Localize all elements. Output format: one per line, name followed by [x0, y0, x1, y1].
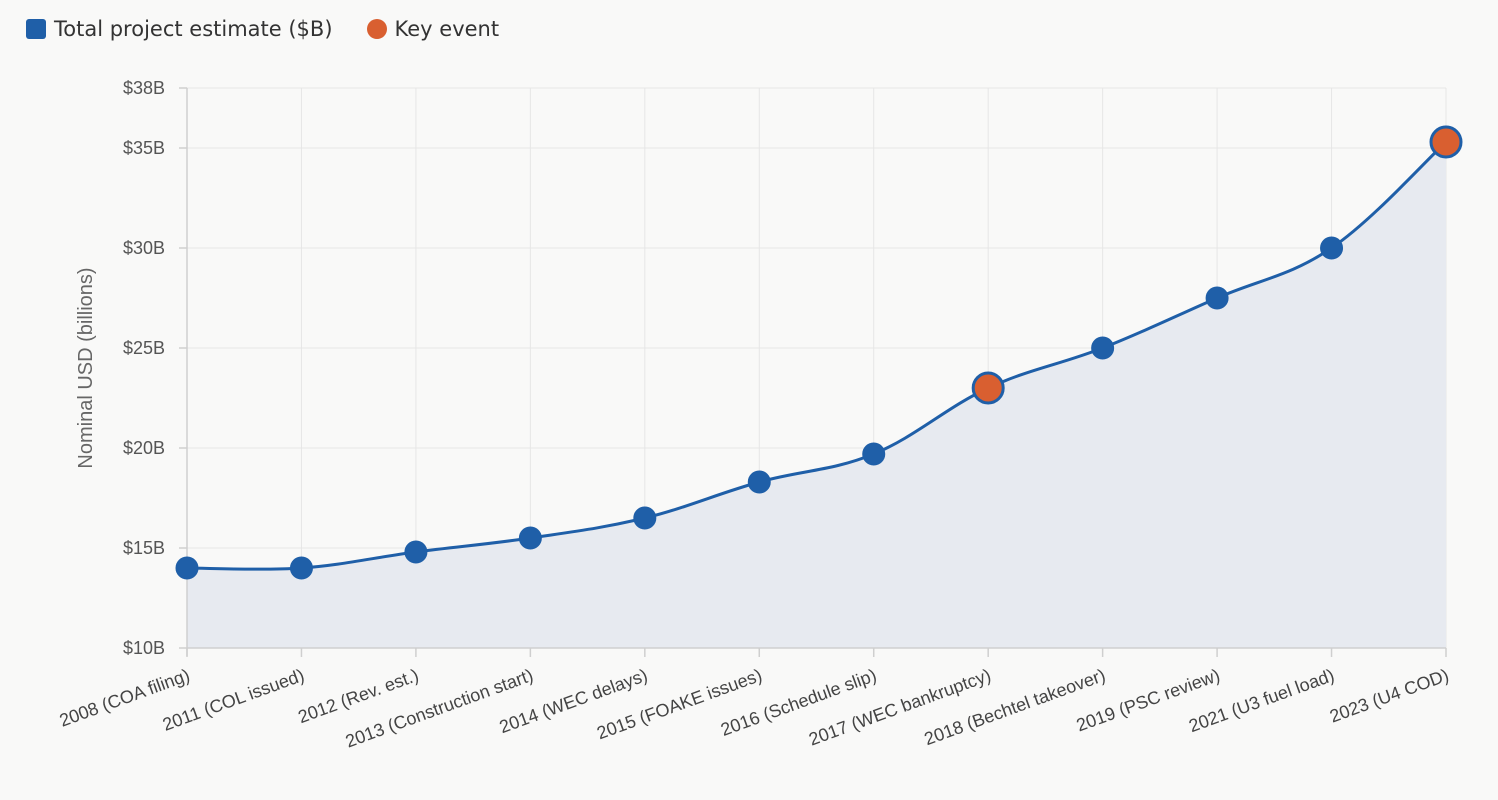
- data-point[interactable]: [175, 556, 199, 580]
- y-tick-label: $35B: [123, 138, 165, 158]
- y-tick-label: $20B: [123, 438, 165, 458]
- legend: Total project estimate ($B) Key event: [26, 14, 499, 44]
- y-axis-title: Nominal USD (billions): [75, 267, 97, 468]
- data-point[interactable]: [1091, 336, 1115, 360]
- data-point[interactable]: [747, 470, 771, 494]
- y-tick-label: $25B: [123, 338, 165, 358]
- y-tick-label: $15B: [123, 538, 165, 558]
- data-point[interactable]: [633, 506, 657, 530]
- legend-swatch-key-event: [366, 19, 387, 39]
- y-tick-label: $10B: [123, 638, 165, 658]
- key-event-point[interactable]: [971, 371, 1005, 405]
- series-area: [187, 142, 1446, 648]
- legend-label-estimate: Total project estimate ($B): [54, 17, 333, 41]
- legend-label-key-event: Key event: [394, 17, 500, 41]
- area-layer: [187, 142, 1446, 648]
- y-tick-label: $30B: [123, 238, 165, 258]
- x-tick-label: 2013 (Construction start): [343, 665, 536, 752]
- data-point[interactable]: [404, 540, 428, 564]
- data-point[interactable]: [1205, 286, 1229, 310]
- points: [175, 125, 1463, 580]
- legend-swatch-estimate: [26, 19, 46, 39]
- y-tick-label: $38B: [123, 78, 165, 98]
- legend-item-key-event[interactable]: Key event: [366, 17, 500, 41]
- data-point[interactable]: [1320, 236, 1344, 260]
- data-point[interactable]: [289, 556, 313, 580]
- x-tick-label: 2017 (WEC bankruptcy): [806, 665, 993, 749]
- y-tick-labels: $10B $15B $20B $25B $30B $35B $38B: [123, 78, 165, 658]
- data-point[interactable]: [518, 526, 542, 550]
- key-event-point[interactable]: [1429, 125, 1463, 159]
- x-tick-labels: 2008 (COA filing)2011 (COL issued)2012 (…: [57, 665, 1452, 752]
- legend-item-estimate[interactable]: Total project estimate ($B): [26, 17, 333, 41]
- x-tick-label: 2023 (U4 COD): [1327, 665, 1451, 727]
- data-point[interactable]: [862, 442, 886, 466]
